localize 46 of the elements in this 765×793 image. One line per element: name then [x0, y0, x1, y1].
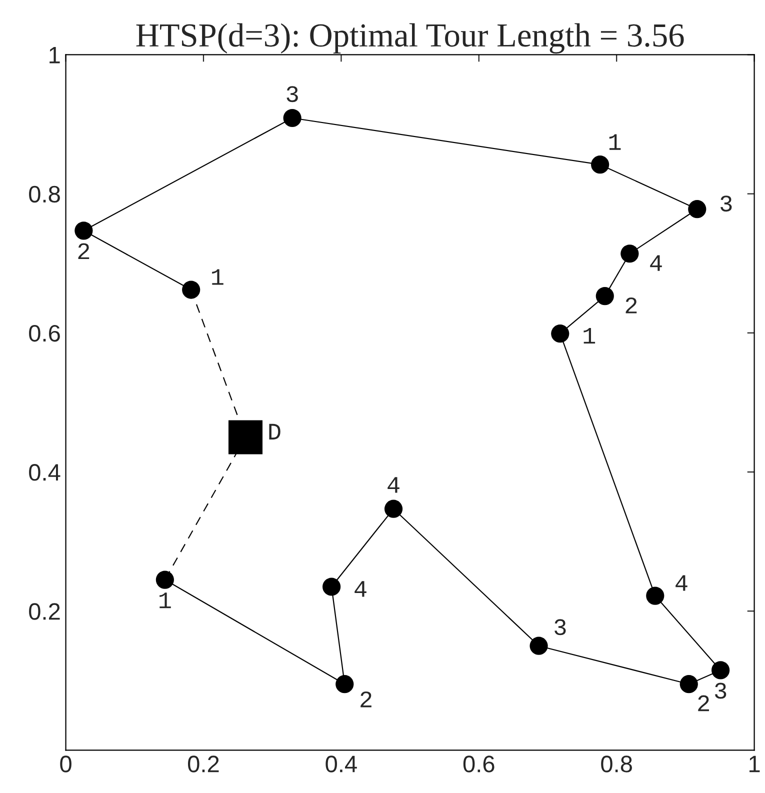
annotation: 2 [698, 695, 709, 712]
x-tick-label: 0.4 [326, 756, 357, 772]
point [646, 586, 664, 605]
chart-title: HTSP(d=3): Optimal Tour Length = 3.56 [136, 23, 684, 54]
x-tick-label: 0.2 [188, 756, 219, 772]
y-tick-label: 0.4 [29, 464, 60, 481]
annotation: 1 [584, 328, 596, 344]
point [680, 675, 698, 694]
annotation: 4 [676, 575, 688, 591]
annotation: 2 [78, 243, 90, 259]
annotation: 4 [354, 581, 366, 597]
point [283, 108, 302, 128]
annotation: 1 [160, 592, 171, 608]
annotation: 1 [212, 269, 224, 285]
annotation: D [269, 424, 280, 440]
annotation: 2 [626, 297, 637, 314]
point [384, 500, 403, 518]
annotation: 4 [388, 477, 400, 493]
point [591, 156, 610, 174]
point [74, 222, 93, 240]
point [551, 324, 570, 343]
y-tick-label: 0.8 [29, 186, 60, 203]
point [596, 286, 614, 306]
point [688, 200, 706, 218]
point [336, 675, 354, 694]
annotation: 3 [720, 196, 732, 212]
annotation: 4 [650, 255, 662, 271]
annotation: 1 [609, 134, 621, 150]
y-tick-label: 0.2 [29, 603, 60, 620]
point [228, 420, 262, 454]
annotation: 3 [714, 682, 726, 699]
annotation: 2 [360, 691, 372, 708]
point [620, 244, 639, 263]
x-tick-label: 0.6 [463, 756, 494, 772]
x-tick-label: 0.8 [601, 756, 632, 772]
x-tick-label: 0 [60, 756, 72, 772]
y-tick-label: 1 [50, 47, 60, 64]
annotation: 3 [554, 619, 566, 636]
y-tick-label: 0.6 [29, 324, 60, 342]
point [530, 636, 548, 655]
point [156, 570, 174, 589]
point [322, 578, 341, 596]
annotation: 3 [286, 86, 298, 102]
point [182, 280, 200, 299]
x-tick-label: 1 [750, 756, 760, 772]
point [712, 661, 730, 680]
